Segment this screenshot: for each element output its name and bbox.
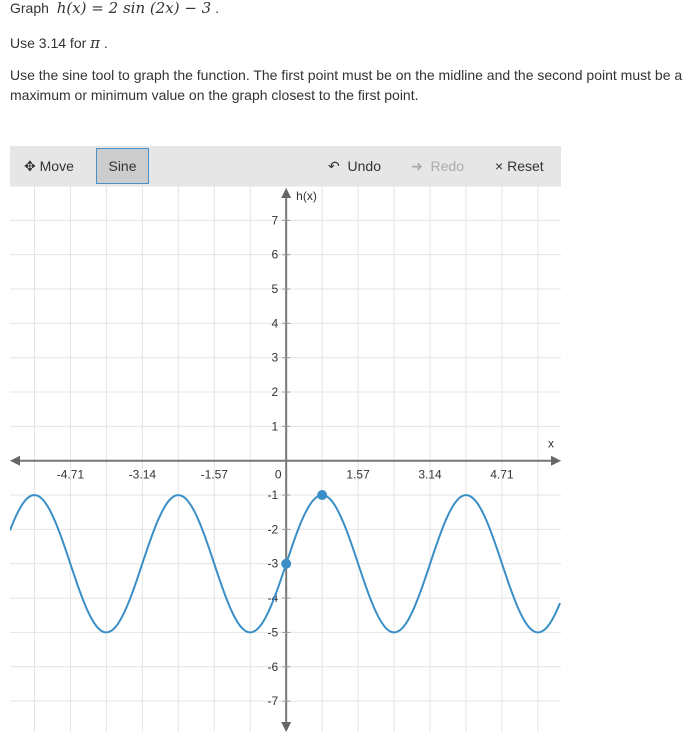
tick-labels: h(x) x -4.71 -3.14 -1.57 0 1.57 3.14 4.71 7 6 5 4 3 2 1… xyxy=(57,189,554,708)
instructions: Use the sine tool to graph the function.… xyxy=(10,67,683,103)
function-expression: h(x) = 2 sin (2x) − 3 xyxy=(56,0,212,17)
y-tick-label: -6 xyxy=(268,660,279,674)
pi-note-text: Use 3.14 for xyxy=(10,35,87,51)
sine-label: Sine xyxy=(108,158,137,174)
y-tick-label: -2 xyxy=(268,522,279,536)
redo-button[interactable]: ➜ Redo xyxy=(411,146,464,186)
y-axis-arrow-up xyxy=(281,188,292,198)
graph-point[interactable] xyxy=(281,558,292,569)
x-tick-label: 0 xyxy=(275,468,282,482)
move-button[interactable]: ✥ Move xyxy=(24,146,74,186)
x-axis-arrow-left xyxy=(10,455,20,466)
move-label: Move xyxy=(39,158,74,174)
prompt-line: Graph h(x) = 2 sin (2x) − 3 . xyxy=(10,0,220,17)
x-tick-label: -3.14 xyxy=(129,468,157,482)
redo-icon: ➜ xyxy=(411,158,423,174)
x-axis-arrow-right xyxy=(551,455,561,466)
graph-canvas[interactable]: h(x) x -4.71 -3.14 -1.57 0 1.57 3.14 4.71 7 6 5 4 3 2 1… xyxy=(10,186,561,732)
y-tick-label: 3 xyxy=(271,351,278,365)
y-tick-label: -5 xyxy=(268,625,279,639)
close-icon: × xyxy=(495,158,504,174)
reset-button[interactable]: × Reset xyxy=(495,146,544,186)
reset-label: Reset xyxy=(507,158,544,174)
sine-tool-button[interactable]: Sine xyxy=(96,148,149,184)
pi-symbol: π xyxy=(90,34,101,52)
graph-toolbar: ✥ Move Sine ↶ Undo ➜ Redo × Reset xyxy=(10,146,561,186)
graph-label: Graph xyxy=(10,0,49,16)
x-tick-label: 3.14 xyxy=(418,468,442,482)
undo-label: Undo xyxy=(347,158,381,174)
y-axis-arrow-down xyxy=(281,722,292,732)
x-axis-label: x xyxy=(548,437,554,451)
axes xyxy=(10,188,561,732)
y-tick-label: -4 xyxy=(268,591,279,605)
undo-button[interactable]: ↶ Undo xyxy=(328,146,381,186)
y-tick-label: -7 xyxy=(268,694,279,708)
y-tick-label: -3 xyxy=(268,557,279,571)
y-tick-label: 1 xyxy=(271,419,278,433)
points[interactable] xyxy=(281,490,328,569)
y-tick-label: 2 xyxy=(271,385,278,399)
y-tick-label: 5 xyxy=(271,282,278,296)
y-tick-label: 6 xyxy=(271,248,278,262)
y-axis-label: h(x) xyxy=(296,189,317,203)
x-tick-label: -1.57 xyxy=(201,468,229,482)
undo-icon: ↶ xyxy=(328,158,340,174)
graph-point[interactable] xyxy=(317,490,328,501)
x-tick-label: 4.71 xyxy=(490,468,514,482)
x-tick-label: 1.57 xyxy=(346,468,370,482)
move-icon: ✥ xyxy=(24,158,36,174)
redo-label: Redo xyxy=(430,158,464,174)
y-tick-label: -1 xyxy=(268,488,279,502)
pi-note: Use 3.14 for π . xyxy=(10,34,108,52)
x-tick-label: -4.71 xyxy=(57,468,85,482)
y-tick-label: 7 xyxy=(271,213,278,227)
y-tick-label: 4 xyxy=(271,316,278,330)
